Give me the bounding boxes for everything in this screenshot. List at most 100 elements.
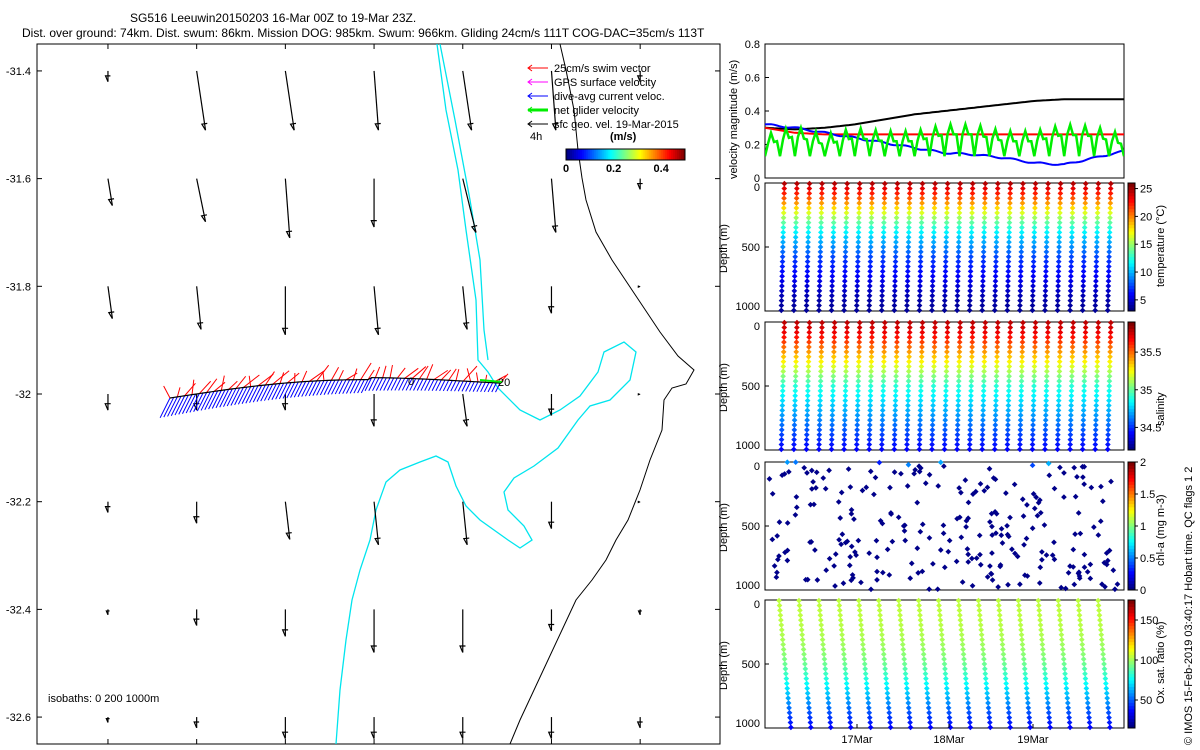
profile-point xyxy=(905,402,911,409)
profile-point xyxy=(866,436,873,443)
profile-point xyxy=(1037,564,1044,571)
legend-colorbar-cell xyxy=(581,149,585,160)
profile-point xyxy=(879,436,885,443)
profile-point xyxy=(1054,302,1061,309)
profile-point xyxy=(803,675,810,682)
profile-point xyxy=(959,641,966,648)
profile-point xyxy=(1017,581,1023,588)
profile-point xyxy=(924,690,931,697)
profile-point xyxy=(1029,525,1036,532)
profile-colorbar-cell xyxy=(1128,322,1135,326)
profile-colorbar-tick-label: 150 xyxy=(1140,615,1158,627)
profile-point xyxy=(992,278,999,284)
profile-point xyxy=(827,719,834,726)
profile-point xyxy=(879,636,886,643)
profile-point xyxy=(1042,307,1048,314)
profile-point xyxy=(1067,417,1074,423)
profile-colorbar-cell xyxy=(1128,686,1135,691)
profile-point xyxy=(929,288,936,294)
profile-point xyxy=(940,522,947,529)
profile-point xyxy=(981,234,987,241)
profile-point xyxy=(968,368,975,375)
profile-point xyxy=(1082,324,1089,331)
profile-point xyxy=(981,358,988,365)
dac-vector xyxy=(368,377,376,391)
profile-point xyxy=(881,190,888,197)
dac-vector xyxy=(260,384,270,402)
profile-point xyxy=(1092,288,1099,294)
profile-colorbar-cell xyxy=(1128,699,1135,703)
legend-arrowhead xyxy=(527,64,533,72)
profile-point xyxy=(855,358,862,365)
dac-vector xyxy=(461,381,468,392)
profile-point xyxy=(882,319,888,326)
legend-colorbar-cell xyxy=(573,149,577,160)
profile-point xyxy=(1045,319,1051,326)
profile-colorbar-cell xyxy=(1128,237,1135,242)
profile-point xyxy=(781,324,788,331)
profile-point xyxy=(937,459,944,466)
profile-point xyxy=(981,224,988,231)
profile-point xyxy=(1099,581,1105,588)
dac-vector xyxy=(334,379,343,395)
legend-colorbar-cell xyxy=(591,149,595,160)
profile-point xyxy=(969,344,975,350)
profile-point xyxy=(978,631,985,638)
profile-point xyxy=(893,224,900,231)
swim-vector xyxy=(264,371,275,386)
profile-point xyxy=(843,680,850,687)
profile-point xyxy=(881,210,887,216)
profile-point xyxy=(781,329,787,336)
dac-vector xyxy=(457,380,464,392)
profile-point xyxy=(881,349,887,355)
profile-point xyxy=(804,470,810,476)
geo-velocity-arrowhead xyxy=(547,623,555,632)
profile-point xyxy=(792,388,799,394)
profile-point xyxy=(1044,205,1051,211)
profile-colorbar-cell xyxy=(1128,535,1135,540)
profile-point xyxy=(930,263,936,270)
profile-point xyxy=(1055,602,1062,609)
profile-point xyxy=(869,334,875,341)
profile-point xyxy=(956,485,962,491)
profile-point xyxy=(986,709,992,716)
profile-point xyxy=(779,422,785,428)
profile-point xyxy=(1106,373,1113,380)
legend-colorbar-cell xyxy=(619,149,623,160)
profile-point xyxy=(842,383,849,389)
profile-point xyxy=(893,244,899,250)
profile-point xyxy=(1019,358,1025,365)
profile-point xyxy=(780,378,786,384)
profile-point xyxy=(1042,446,1048,453)
profile-point xyxy=(1108,180,1114,187)
profile-point xyxy=(805,388,811,394)
profile-point xyxy=(917,427,923,433)
profile-point xyxy=(930,239,937,245)
profile-point xyxy=(892,283,898,289)
profile-point xyxy=(1082,353,1088,360)
profile-point xyxy=(857,617,864,623)
profile-point xyxy=(1097,617,1103,623)
profile-point xyxy=(883,675,889,682)
profile-point xyxy=(942,417,949,423)
profile-point xyxy=(955,397,962,404)
profile-point xyxy=(1022,675,1029,682)
profile-point xyxy=(917,253,924,260)
profile-point xyxy=(906,200,913,206)
profile-point xyxy=(841,278,848,284)
profile-point xyxy=(891,446,898,453)
profile-point xyxy=(832,551,839,557)
geo-velocity-arrowhead xyxy=(374,327,381,336)
profile-point xyxy=(779,631,786,638)
profile-point xyxy=(1084,569,1091,575)
profile-point xyxy=(1059,641,1066,648)
profile-y-tick-label: 500 xyxy=(742,381,760,393)
profile-point xyxy=(783,680,790,687)
profile-point xyxy=(881,200,888,206)
profile-point xyxy=(905,249,912,255)
profile-point xyxy=(942,670,949,677)
profile-colorbar-cell xyxy=(1128,526,1135,530)
dac-vector xyxy=(178,394,189,415)
profile-colorbar-tick-label: 25 xyxy=(1140,184,1152,196)
